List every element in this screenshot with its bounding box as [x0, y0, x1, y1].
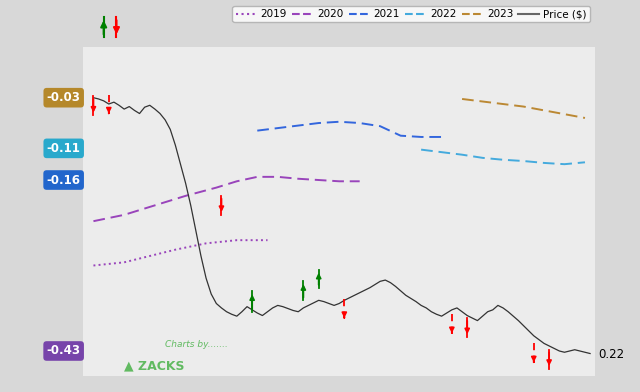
- Text: -0.43: -0.43: [47, 345, 81, 358]
- Text: ▲ ZACKS: ▲ ZACKS: [124, 360, 185, 373]
- Text: -0.03: -0.03: [47, 91, 81, 104]
- Text: -0.11: -0.11: [47, 142, 81, 155]
- Text: Charts by.......: Charts by.......: [165, 340, 228, 349]
- Text: 0.22: 0.22: [598, 348, 624, 361]
- Text: -0.16: -0.16: [47, 174, 81, 187]
- Legend: 2019, 2020, 2021, 2022, 2023, Price ($): 2019, 2020, 2021, 2022, 2023, Price ($): [232, 6, 590, 22]
